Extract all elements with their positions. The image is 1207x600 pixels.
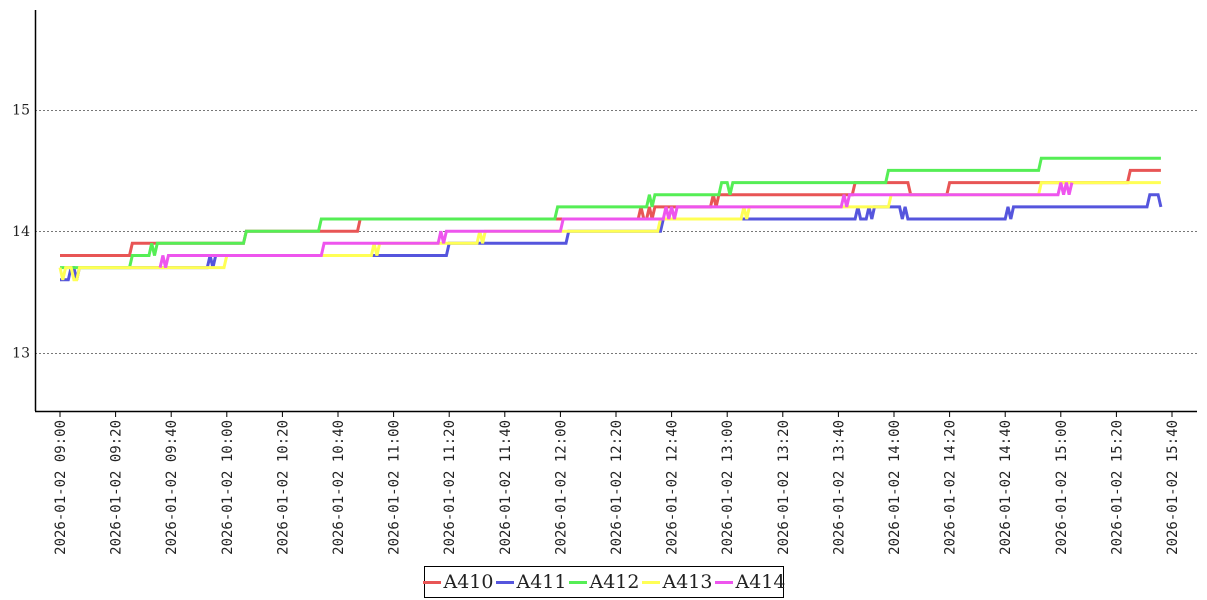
- x-tick-label: 2026-01-02 09:20: [109, 420, 125, 555]
- legend-swatch: [495, 580, 514, 584]
- x-tick-label: 2026-01-02 11:00: [387, 420, 403, 555]
- x-tick-label: 2026-01-02 13:20: [776, 420, 792, 555]
- x-tick-label: 2026-01-02 11:40: [498, 420, 514, 555]
- x-tick-label: 2026-01-02 10:00: [220, 420, 236, 555]
- legend-label: A414: [735, 571, 786, 593]
- x-tick-label: 2026-01-02 13:40: [831, 420, 847, 555]
- x-tick-label: 2026-01-02 12:20: [609, 420, 625, 555]
- x-tick-label: 2026-01-02 12:40: [665, 420, 681, 555]
- x-tick-label: 2026-01-02 09:40: [164, 420, 180, 555]
- x-tick-label: 2026-01-02 14:00: [887, 420, 903, 555]
- y-tick-label: 15: [12, 103, 30, 119]
- legend-item-a411: A411: [495, 571, 567, 593]
- x-tick-label: 2026-01-02 14:20: [943, 420, 959, 555]
- legend-swatch: [641, 580, 660, 584]
- legend-swatch: [714, 580, 733, 584]
- legend-label: A413: [662, 571, 713, 593]
- x-axis-ticks: 2026-01-02 09:00 2026-01-02 09:20 2026-01-…: [53, 411, 1181, 555]
- x-tick-label: 2026-01-02 09:00: [53, 420, 69, 555]
- x-tick-label: 2026-01-02 15:00: [1054, 420, 1070, 555]
- x-tick-label: 2026-01-02 10:20: [275, 420, 291, 555]
- x-tick-label: 2026-01-02 15:40: [1165, 420, 1181, 555]
- x-tick-label: 2026-01-02 12:00: [553, 420, 569, 555]
- legend-label: A412: [589, 571, 640, 593]
- y-tick-label: 13: [12, 346, 30, 362]
- x-tick-label: 2026-01-02 15:20: [1109, 420, 1125, 555]
- legend-item-a412: A412: [568, 571, 640, 593]
- series-lines: [58, 156, 1163, 282]
- y-axis-ticks: 13 14 15: [12, 103, 30, 362]
- x-tick-label: 2026-01-02 13:00: [720, 420, 736, 555]
- series-line-a412: [60, 156, 1161, 270]
- chart-legend: A410 A411 A412 A413 A414: [422, 566, 786, 598]
- axes: [34, 10, 1197, 413]
- legend-label: A410: [443, 571, 494, 593]
- legend-item-a414: A414: [714, 571, 786, 593]
- series-line-a414: [158, 182, 1074, 268]
- x-tick-label: 2026-01-02 10:40: [331, 420, 347, 555]
- y-tick-label: 14: [12, 224, 30, 240]
- legend-item-a413: A413: [641, 571, 713, 593]
- x-tick-label: 2026-01-02 14:40: [998, 420, 1014, 555]
- legend-label: A411: [516, 571, 567, 593]
- legend-swatch: [568, 580, 587, 584]
- legend-swatch: [422, 580, 441, 584]
- legend-item-a410: A410: [422, 571, 494, 593]
- x-tick-label: 2026-01-02 11:20: [442, 420, 458, 555]
